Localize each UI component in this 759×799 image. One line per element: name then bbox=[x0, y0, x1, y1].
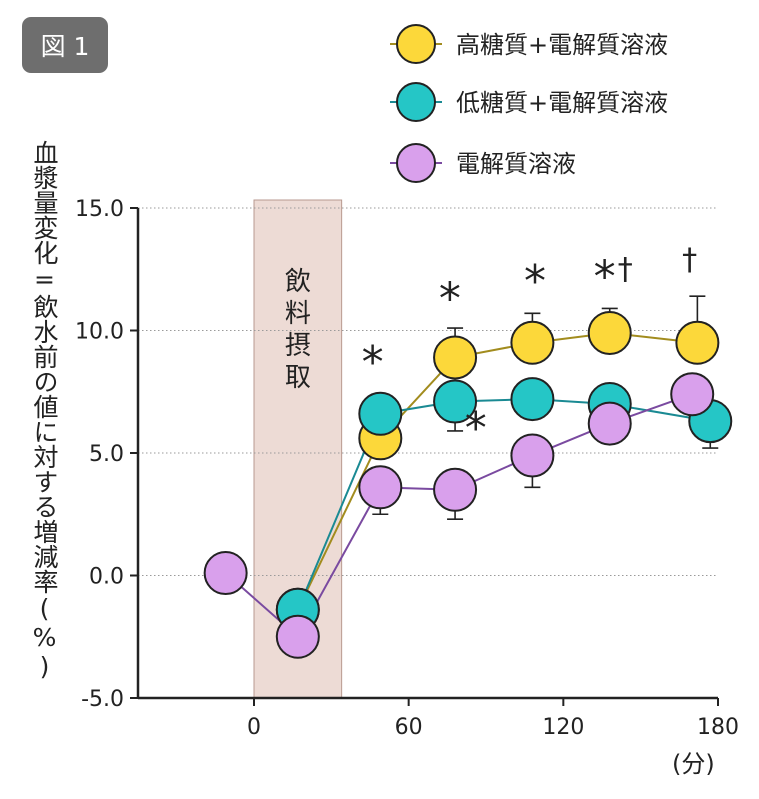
data-point bbox=[587, 310, 632, 355]
data-point bbox=[433, 467, 478, 512]
series-layer bbox=[203, 295, 733, 659]
y-tick-label: 10.0 bbox=[75, 320, 124, 345]
data-point bbox=[510, 320, 555, 365]
significance-mark: * bbox=[362, 337, 384, 388]
significance-mark: † bbox=[682, 242, 697, 277]
y-tick-label: 5.0 bbox=[89, 442, 124, 467]
data-point bbox=[510, 377, 555, 422]
legend-label: 電解質溶液 bbox=[456, 150, 576, 178]
data-point bbox=[203, 551, 248, 596]
data-point bbox=[433, 335, 478, 380]
x-tick-label: 0 bbox=[247, 715, 261, 740]
intake-band-label-char: 取 bbox=[285, 363, 311, 393]
axis-layer: -5.0 0.0 5.0 10.0 15.0 0 60 120 180 bbox=[75, 197, 739, 740]
intake-band-label-char: 料 bbox=[285, 299, 311, 329]
data-point bbox=[675, 320, 720, 365]
x-tick-label: 60 bbox=[395, 715, 423, 740]
intake-band-label-char: 飲 bbox=[285, 267, 311, 297]
y-tick-label: 15.0 bbox=[75, 197, 124, 222]
significance-mark: † bbox=[618, 252, 633, 287]
x-axis-unit: (分) bbox=[672, 750, 715, 778]
data-point bbox=[510, 433, 555, 478]
data-point bbox=[275, 614, 320, 659]
significance-mark: * bbox=[465, 403, 487, 454]
significance-mark: * bbox=[439, 273, 461, 324]
annotation-layer: ** * * † †* bbox=[362, 242, 698, 454]
significance-mark: * bbox=[524, 256, 546, 307]
figure-label-badge: 図 1 bbox=[22, 17, 108, 73]
x-tick-label: 120 bbox=[542, 715, 584, 740]
y-tick-label: 0.0 bbox=[89, 565, 124, 590]
y-tick-label: -5.0 bbox=[81, 687, 124, 712]
legend-marker bbox=[396, 24, 436, 64]
data-point bbox=[587, 401, 632, 446]
x-tick-label: 180 bbox=[697, 715, 739, 740]
intake-band-label-char: 摂 bbox=[285, 331, 311, 361]
data-point bbox=[670, 372, 715, 417]
y-axis-label: 血漿量変化=飲水前の値に対する増減率(%) bbox=[30, 140, 59, 681]
data-point bbox=[358, 391, 403, 436]
legend-marker bbox=[396, 143, 436, 183]
legend-marker bbox=[396, 82, 436, 122]
legend-label: 高糖質+電解質溶液 bbox=[456, 31, 668, 59]
significance-mark: * bbox=[594, 251, 616, 302]
legend-label: 低糖質+電解質溶液 bbox=[456, 89, 668, 117]
data-point bbox=[433, 379, 478, 424]
data-point bbox=[358, 465, 403, 510]
